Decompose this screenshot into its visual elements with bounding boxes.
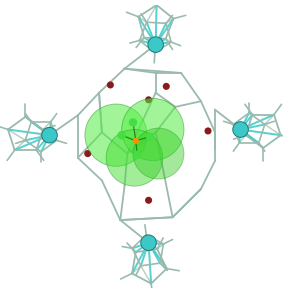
Circle shape	[145, 197, 152, 204]
Circle shape	[163, 83, 170, 90]
Circle shape	[122, 98, 184, 161]
Circle shape	[42, 127, 57, 143]
Circle shape	[133, 138, 139, 144]
Circle shape	[233, 122, 248, 137]
Circle shape	[146, 132, 154, 141]
Circle shape	[133, 128, 184, 179]
Circle shape	[204, 127, 212, 134]
Circle shape	[133, 151, 142, 159]
Circle shape	[85, 104, 147, 166]
Circle shape	[148, 37, 164, 52]
Circle shape	[141, 235, 156, 251]
Circle shape	[107, 81, 114, 88]
Circle shape	[129, 118, 137, 127]
Circle shape	[84, 150, 91, 157]
Circle shape	[106, 130, 163, 186]
Circle shape	[145, 96, 152, 103]
Circle shape	[117, 131, 126, 139]
